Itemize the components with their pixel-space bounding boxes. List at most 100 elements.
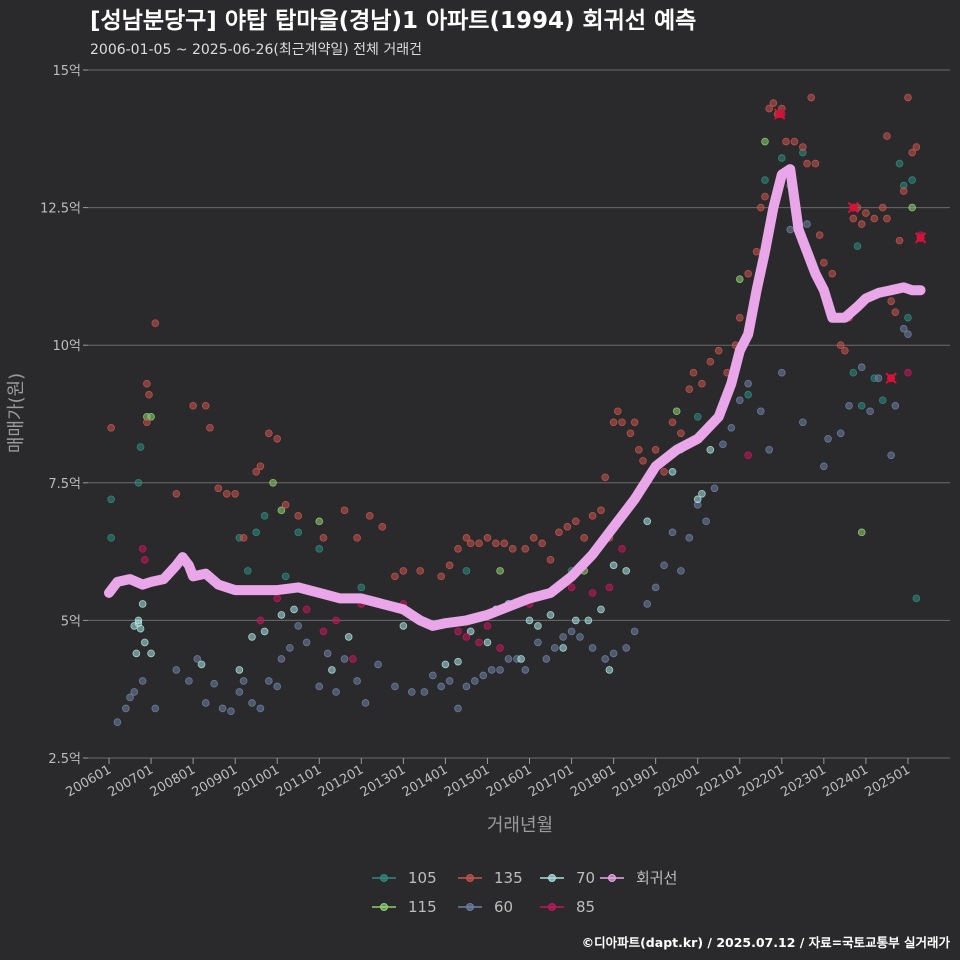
data-point-70 [290,605,298,614]
data-point-135 [571,517,580,526]
legend-label: 85 [576,898,595,916]
data-point-135 [601,473,609,482]
data-point-60 [340,655,349,663]
data-point-70 [260,627,269,636]
data-point-105 [136,443,145,451]
data-point-70 [643,517,652,526]
data-point-105 [134,478,143,487]
data-point-105 [693,412,702,421]
x-tick-label: 201201 [316,762,366,800]
data-point-105 [107,534,115,542]
data-point-70 [546,611,555,619]
data-point-60 [567,627,576,636]
data-point-135 [378,523,387,531]
data-point-135 [597,506,605,515]
data-point-85 [605,583,614,592]
data-point-85 [496,644,504,652]
data-point-135 [151,319,160,327]
data-point-70 [235,666,244,674]
data-point-135 [828,269,837,278]
x-tick-label: 201501 [442,762,492,800]
x-tick-label: 200701 [106,762,156,800]
data-point-60 [891,401,900,410]
data-point-60 [677,567,685,575]
data-point-135 [172,490,181,498]
data-point-60 [454,704,462,713]
data-point-135 [698,379,706,388]
highlight-x-marker [914,232,927,244]
data-point-60 [559,633,567,641]
data-point-70 [454,657,462,666]
x-tick-label: 200801 [148,762,198,800]
data-point-135 [529,534,538,542]
data-point-115 [908,203,916,212]
data-point-115 [269,478,277,487]
data-point-135 [143,379,151,388]
data-point-60 [374,660,382,669]
data-point-85 [273,594,282,603]
x-tick-label: 202401 [820,762,870,800]
legend-label: 60 [494,898,513,916]
x-tick-label: 202501 [862,762,912,800]
data-point-70 [571,616,580,625]
data-point-60 [803,220,811,228]
data-point-135 [256,462,265,471]
data-point-135 [201,401,210,410]
data-point-135 [849,214,858,223]
data-point-60 [504,655,513,663]
data-point-135 [887,297,895,305]
x-axis-ticks: 2006012007012008012009012010012011012012… [64,758,913,800]
data-point-60 [227,707,235,716]
credit-text: ©디아파트(dapt.kr) / 2025.07.12 / 자료=국토교통부 실… [582,935,951,950]
data-point-135 [807,93,816,102]
data-point-70 [609,561,618,570]
data-point-70 [668,467,677,476]
data-point-135 [588,512,597,520]
data-point-70 [441,660,450,669]
data-point-135 [836,341,845,350]
data-point-135 [790,137,799,146]
data-point-135 [206,423,214,432]
legend: 105 135 70 회귀선 115 60 85 [372,869,677,916]
data-point-135 [668,418,677,427]
y-axis-ticks: 2.5억 5억 7.5억 10억 12.5억 15억 [40,64,88,767]
data-point-85 [618,545,626,553]
data-point-135 [891,308,900,316]
data-point-135 [222,490,231,498]
data-point-135 [214,484,223,493]
data-point-70 [525,616,534,625]
data-point-135 [908,148,916,157]
data-point-85 [588,589,597,597]
highlight-markers [773,108,927,384]
data-point-135 [756,203,765,212]
data-point-135 [803,159,811,168]
data-point-135 [340,506,349,515]
data-point-70 [706,445,715,454]
x-tick-label: 201101 [274,762,324,800]
data-point-135 [483,534,492,542]
data-point-60 [778,368,786,377]
data-point-135 [651,445,660,454]
data-point-70 [197,660,206,669]
data-point-105 [744,390,752,399]
data-point-135 [689,368,698,377]
data-point-105 [904,313,912,322]
data-point-60 [185,677,193,685]
data-point-105 [243,567,252,575]
data-point-135 [744,269,752,278]
data-point-60 [643,600,652,608]
data-point-135 [660,467,668,476]
data-point-135 [391,572,399,581]
data-point-115 [857,528,866,537]
x-tick-label: 201001 [232,762,282,800]
data-point-135 [538,539,546,548]
data-point-135 [231,490,239,498]
data-point-70 [517,655,525,663]
data-point-60 [122,704,130,713]
y-tick-label: 7.5억 [48,477,81,492]
data-point-70 [584,616,593,625]
data-point-135 [706,357,715,366]
data-point-135 [252,467,260,476]
data-point-60 [799,418,807,427]
